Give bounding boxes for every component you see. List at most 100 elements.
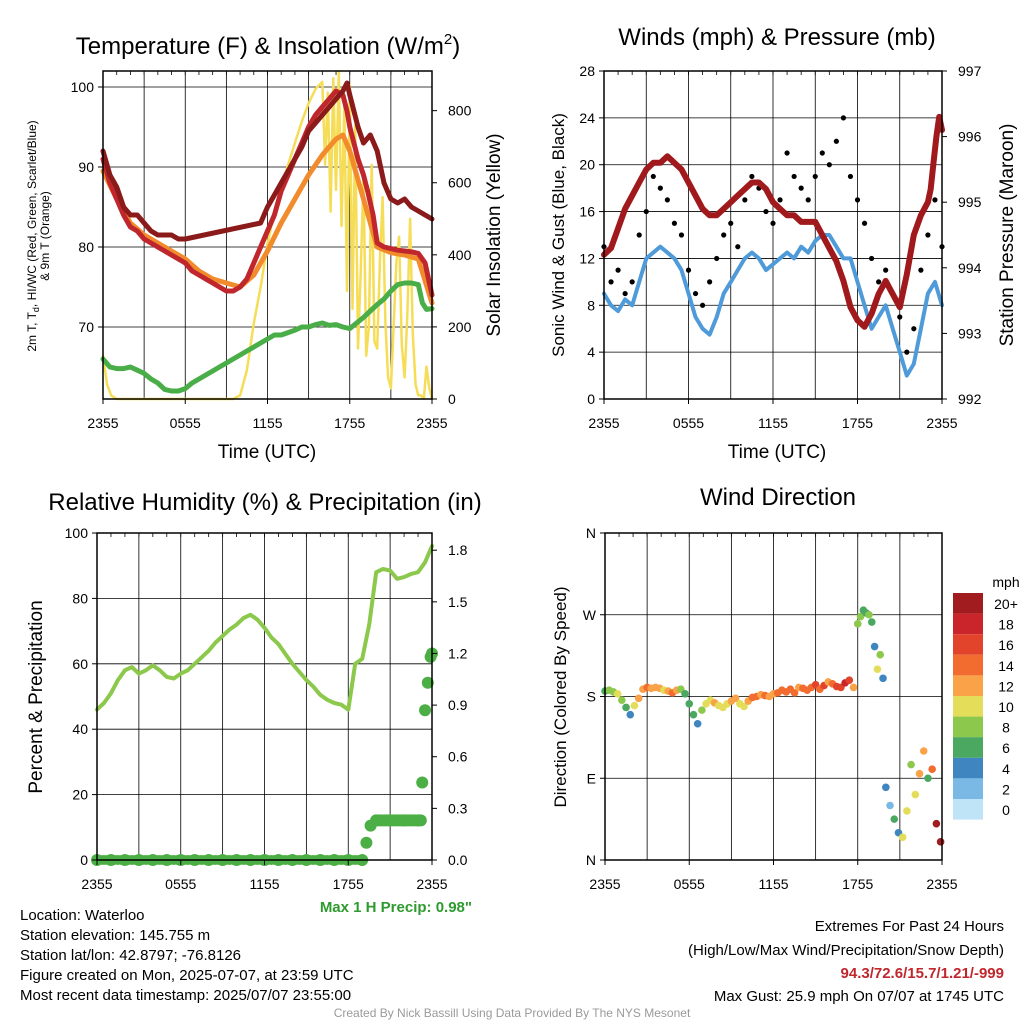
direction-panel: Wind Direction 2355 0555 1155 1755 2355 N E S W N… <box>551 484 1020 892</box>
x-tick-label: 1755 <box>333 876 364 892</box>
colorbar-swatch <box>953 737 983 758</box>
gust-point <box>678 232 685 238</box>
gust-point <box>728 220 734 226</box>
x-tick-label: 0555 <box>170 415 201 431</box>
gust-point <box>798 185 804 191</box>
direction-point <box>790 689 799 697</box>
gust-point <box>629 279 635 285</box>
direction-point <box>626 710 635 719</box>
humidity-ylabel: Percent & Precipitation <box>26 600 47 793</box>
extremes-legend: (High/Low/Max Wind/Precipitation/Snow De… <box>688 942 1004 959</box>
gust-point <box>671 220 678 226</box>
y-right-tick-label: 800 <box>448 103 472 119</box>
gust-point <box>918 267 924 273</box>
y-tick-label: 24 <box>579 110 595 126</box>
gust-point <box>883 267 889 273</box>
direction-point <box>932 819 941 828</box>
colorbar-label: 6 <box>1002 740 1010 756</box>
precip-annotation: Max 1 H Precip: 0.98" <box>320 899 472 916</box>
y-right-tick-label: 1.5 <box>448 594 468 610</box>
x-tick-label: 2355 <box>926 415 957 431</box>
colorbar-label: 14 <box>998 658 1014 674</box>
winds-xlabel: Time (UTC) <box>728 442 827 463</box>
gust-point <box>643 208 649 215</box>
direction-point <box>907 760 915 769</box>
gust-point <box>699 302 706 308</box>
colorbar-swatch <box>953 757 983 779</box>
y-tick-label: 28 <box>579 63 595 79</box>
direction-point <box>919 747 928 755</box>
series-2m-t <box>100 88 435 298</box>
direction-point <box>634 694 643 703</box>
colorbar-swatch <box>953 634 983 655</box>
x-tick-label: 2355 <box>588 415 619 431</box>
precip-plateau-point <box>414 814 427 827</box>
temperature-ylabel: 2m T, Td, HI/WC (Red, Green, Scarlet/Blu… <box>25 120 52 351</box>
direction-point <box>924 774 932 783</box>
gust-point <box>650 173 656 180</box>
direction-point <box>849 683 858 692</box>
y-tick-label: 80 <box>72 590 88 606</box>
x-tick-label: 0555 <box>673 415 704 431</box>
colorbar-swatch <box>953 778 983 799</box>
gust-point <box>735 244 741 250</box>
gust-point <box>847 173 854 180</box>
colorbar-label: 0 <box>1002 802 1010 818</box>
colorbar-label: 4 <box>1002 761 1010 777</box>
y-right-tick-label: 997 <box>958 63 982 79</box>
colorbar-label: 12 <box>998 678 1014 694</box>
grid <box>603 71 943 399</box>
winds-panel: Winds (mph) & Pressure (mb) 2355 0555 1155… <box>549 24 1018 463</box>
y-right-tick-label: 600 <box>448 175 472 191</box>
gust-point <box>805 197 811 203</box>
insolation-ylabel: Solar Insolation (Yellow) <box>484 133 505 336</box>
gust-point <box>932 197 938 203</box>
gust-point <box>692 290 699 297</box>
direction-point <box>898 833 907 842</box>
station-elevation: Station elevation: 145.755 m <box>20 927 211 944</box>
gust-point <box>897 314 903 320</box>
gust-point <box>664 197 670 203</box>
y-tick-label: 0 <box>80 852 88 868</box>
direction-point <box>630 701 639 710</box>
x-tick-label: 1155 <box>252 415 282 431</box>
direction-point <box>936 838 945 846</box>
x-tick-label: 1155 <box>758 415 788 431</box>
winds-ylabel: Sonic Wind & Gust (Blue, Black) <box>549 113 568 357</box>
direction-point <box>845 676 854 684</box>
gust-point <box>812 173 818 180</box>
svg-text:& 9m T (Orange): & 9m T (Orange) <box>38 191 52 281</box>
gust-point <box>657 185 663 191</box>
direction-point <box>873 665 882 674</box>
gust-point <box>685 267 692 273</box>
direction-point <box>915 769 924 778</box>
direction-point <box>879 674 887 683</box>
y-right-tick-label: 0 <box>448 391 456 407</box>
max-gust: Max Gust: 25.9 mph On 07/07 at 1745 UTC <box>713 988 1004 1005</box>
y-tick-label: 20 <box>579 157 595 173</box>
gust-point <box>826 162 832 168</box>
gust-point <box>608 279 614 285</box>
extremes-values: 94.3/72.6/15.7/1.21/-999 <box>840 965 1004 982</box>
direction-point <box>870 642 879 651</box>
grid <box>96 533 433 860</box>
direction-point <box>689 710 698 719</box>
direction-point <box>886 801 894 810</box>
y-tick-label: 100 <box>71 79 95 95</box>
series-relative-humidity <box>95 544 434 712</box>
y-right-tick-label: 992 <box>958 391 982 407</box>
colorbar-label: 2 <box>1002 781 1010 797</box>
y-tick-label: 16 <box>579 204 595 220</box>
direction-point <box>928 765 936 773</box>
gust-point <box>707 279 713 285</box>
direction-point <box>693 719 702 728</box>
y-right-tick-label: 0.3 <box>448 800 468 816</box>
y-right-tick-label: 0.6 <box>448 749 468 765</box>
gust-point <box>833 138 839 144</box>
colorbar-label: 8 <box>1002 720 1010 736</box>
x-tick-label: 2355 <box>589 876 620 892</box>
svg-text:2m T, Td, HI/WC (Red, Green, S: 2m T, Td, HI/WC (Red, Green, Scarlet/Blu… <box>25 120 41 351</box>
y-tick-label: 12 <box>579 250 595 266</box>
temperature-title: Temperature (F) & Insolation (W/m2) <box>76 31 460 60</box>
